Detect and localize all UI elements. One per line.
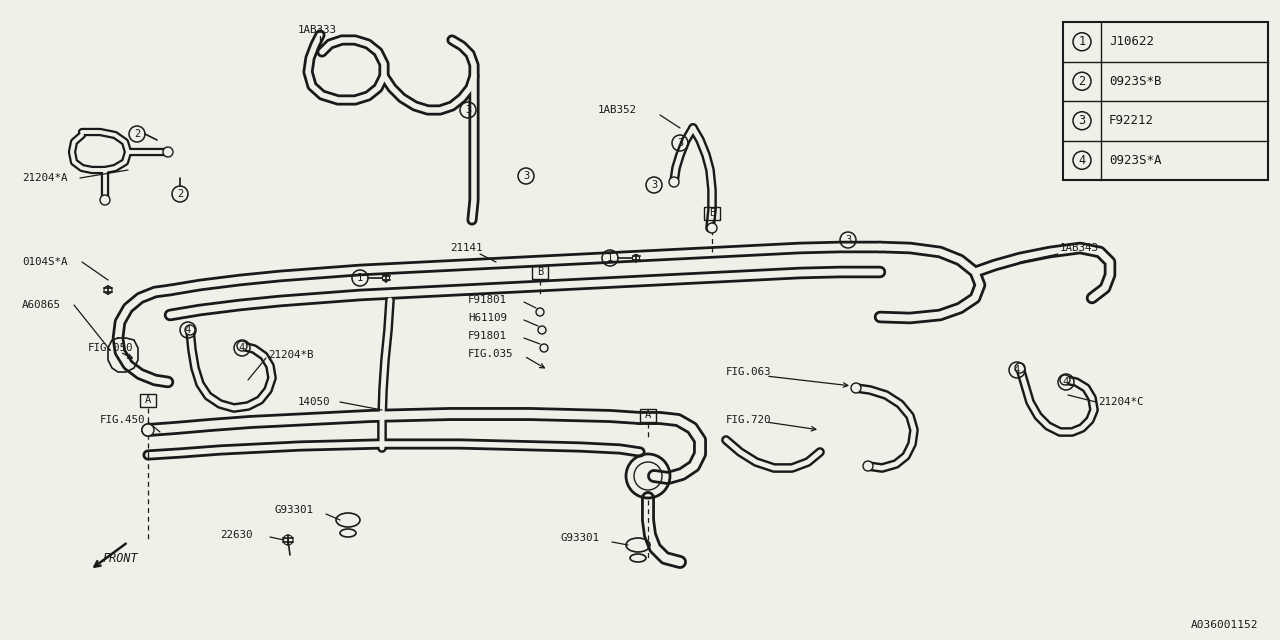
- Text: 1: 1: [357, 273, 364, 283]
- Circle shape: [863, 461, 873, 471]
- Text: 21204*C: 21204*C: [1098, 397, 1143, 407]
- Text: A036001152: A036001152: [1190, 620, 1258, 630]
- Text: 1: 1: [607, 253, 613, 263]
- Text: G93301: G93301: [274, 505, 314, 515]
- Text: 2: 2: [177, 189, 183, 199]
- Text: 14050: 14050: [298, 397, 330, 407]
- Text: J10622: J10622: [1108, 35, 1155, 48]
- Text: 3: 3: [845, 235, 851, 245]
- Text: 4: 4: [239, 343, 246, 353]
- Circle shape: [538, 326, 547, 334]
- Text: A: A: [645, 410, 652, 420]
- Text: 4: 4: [1062, 377, 1069, 387]
- Bar: [704, 207, 721, 220]
- Circle shape: [100, 195, 110, 205]
- Text: 0923S*B: 0923S*B: [1108, 75, 1161, 88]
- Text: 1AB333: 1AB333: [298, 25, 337, 35]
- Circle shape: [707, 223, 717, 233]
- Text: 1AB352: 1AB352: [598, 105, 637, 115]
- Text: 21204*B: 21204*B: [268, 350, 314, 360]
- Text: 2: 2: [134, 129, 140, 139]
- Text: FIG.063: FIG.063: [726, 367, 772, 377]
- Text: 4: 4: [1079, 154, 1085, 167]
- Text: B: B: [536, 267, 543, 277]
- Text: 2: 2: [1079, 75, 1085, 88]
- Text: 3: 3: [1079, 115, 1085, 127]
- Text: 3: 3: [522, 171, 529, 181]
- Text: G93301: G93301: [561, 533, 599, 543]
- Circle shape: [540, 344, 548, 352]
- Text: B: B: [709, 208, 716, 218]
- Text: 1: 1: [1079, 35, 1085, 48]
- Text: A60865: A60865: [22, 300, 61, 310]
- Text: FIG.035: FIG.035: [468, 349, 513, 359]
- Text: FRONT: FRONT: [102, 552, 138, 564]
- Text: FIG.450: FIG.450: [100, 415, 146, 425]
- Circle shape: [1015, 363, 1025, 373]
- Text: 0104S*A: 0104S*A: [22, 257, 68, 267]
- Circle shape: [237, 341, 247, 351]
- Text: 4: 4: [184, 325, 191, 335]
- Text: FIG.720: FIG.720: [726, 415, 772, 425]
- Bar: [1062, 22, 1268, 180]
- Text: 22630: 22630: [220, 530, 252, 540]
- Bar: [640, 408, 657, 422]
- Circle shape: [1060, 375, 1070, 385]
- Bar: [532, 266, 548, 278]
- Bar: [140, 394, 156, 406]
- Text: 3: 3: [650, 180, 657, 190]
- Text: A: A: [145, 395, 151, 405]
- Text: 21141: 21141: [451, 243, 483, 253]
- Text: F91801: F91801: [468, 295, 507, 305]
- Text: 3: 3: [677, 138, 684, 148]
- Circle shape: [851, 383, 861, 393]
- Text: F92212: F92212: [1108, 115, 1155, 127]
- Text: 3: 3: [465, 105, 471, 115]
- Circle shape: [142, 424, 154, 436]
- Text: 21204*A: 21204*A: [22, 173, 68, 183]
- Circle shape: [669, 177, 678, 187]
- Circle shape: [536, 308, 544, 316]
- Text: FIG.050: FIG.050: [88, 343, 133, 353]
- Circle shape: [186, 325, 195, 335]
- Text: H61109: H61109: [468, 313, 507, 323]
- Text: 0923S*A: 0923S*A: [1108, 154, 1161, 167]
- Text: 4: 4: [1014, 365, 1020, 375]
- Circle shape: [163, 147, 173, 157]
- Text: F91801: F91801: [468, 331, 507, 341]
- Text: 1AB343: 1AB343: [1060, 243, 1100, 253]
